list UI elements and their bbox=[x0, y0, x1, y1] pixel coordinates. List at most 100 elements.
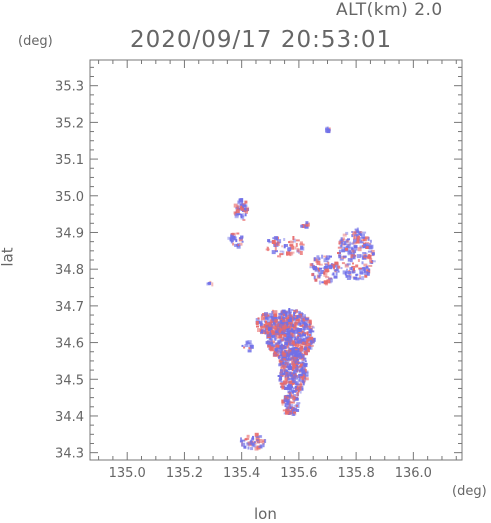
data-point bbox=[356, 235, 360, 240]
data-point bbox=[278, 378, 282, 382]
data-point bbox=[372, 252, 374, 256]
data-point bbox=[259, 322, 262, 326]
data-point bbox=[300, 356, 303, 359]
data-point bbox=[299, 243, 304, 246]
data-point bbox=[325, 129, 328, 133]
data-point bbox=[318, 273, 322, 277]
data-point bbox=[340, 256, 345, 260]
data-point bbox=[247, 441, 252, 446]
data-point bbox=[291, 387, 295, 391]
data-point bbox=[275, 250, 278, 253]
data-point bbox=[350, 254, 353, 259]
data-point bbox=[369, 258, 373, 263]
data-point bbox=[278, 316, 282, 320]
data-point bbox=[302, 319, 305, 322]
data-point bbox=[241, 439, 246, 442]
data-point bbox=[353, 238, 357, 243]
data-point bbox=[323, 280, 328, 285]
data-point bbox=[291, 328, 293, 332]
data-point bbox=[279, 250, 283, 253]
data-point bbox=[335, 271, 338, 276]
data-point bbox=[273, 344, 276, 347]
data-point bbox=[296, 409, 300, 412]
data-point bbox=[288, 335, 292, 339]
data-point bbox=[345, 231, 349, 235]
data-point bbox=[362, 231, 367, 234]
data-point bbox=[281, 245, 284, 248]
data-point bbox=[351, 231, 354, 233]
data-point bbox=[294, 314, 297, 318]
data-point bbox=[355, 274, 358, 277]
data-point bbox=[296, 314, 301, 318]
data-point bbox=[286, 315, 289, 319]
data-point bbox=[295, 398, 299, 401]
data-point bbox=[305, 221, 309, 225]
data-point bbox=[324, 268, 329, 273]
data-point bbox=[260, 327, 263, 331]
data-point bbox=[367, 254, 372, 259]
data-point bbox=[347, 271, 352, 275]
data-point bbox=[286, 394, 291, 398]
data-point bbox=[242, 215, 245, 220]
data-point bbox=[313, 275, 316, 280]
data-point bbox=[291, 329, 295, 334]
data-point bbox=[292, 374, 295, 378]
data-point bbox=[304, 322, 307, 326]
data-point bbox=[239, 198, 243, 202]
data-point bbox=[282, 314, 286, 317]
data-point bbox=[314, 278, 318, 282]
data-point bbox=[296, 358, 299, 361]
data-point bbox=[284, 341, 289, 346]
data-point bbox=[288, 386, 292, 391]
data-point bbox=[344, 263, 349, 268]
data-point bbox=[288, 354, 291, 358]
data-point bbox=[330, 278, 333, 283]
data-point bbox=[337, 265, 341, 269]
data-point bbox=[284, 395, 287, 400]
data-point bbox=[256, 439, 260, 442]
data-point bbox=[347, 244, 350, 248]
data-point bbox=[236, 213, 241, 216]
data-point bbox=[311, 273, 315, 277]
data-point bbox=[288, 403, 291, 408]
data-point bbox=[296, 309, 298, 313]
data-point bbox=[296, 347, 300, 352]
data-point bbox=[287, 309, 292, 314]
data-point bbox=[325, 266, 329, 269]
data-point bbox=[297, 248, 301, 253]
data-point bbox=[289, 347, 292, 350]
data-point bbox=[300, 374, 304, 377]
data-point bbox=[293, 411, 297, 414]
data-point bbox=[240, 206, 244, 210]
data-point bbox=[338, 254, 342, 259]
data-point bbox=[289, 400, 292, 404]
data-point bbox=[233, 211, 237, 215]
data-point bbox=[301, 354, 305, 359]
data-point bbox=[308, 319, 312, 324]
data-point bbox=[277, 340, 282, 344]
data-point bbox=[333, 275, 338, 279]
data-point bbox=[276, 347, 279, 351]
data-point bbox=[353, 268, 355, 271]
x-tick-label: 135.8 bbox=[338, 466, 375, 481]
data-point bbox=[206, 282, 210, 285]
data-point bbox=[289, 244, 294, 247]
data-point bbox=[355, 264, 359, 268]
data-point bbox=[356, 238, 360, 243]
data-point bbox=[285, 338, 289, 341]
data-point bbox=[257, 320, 261, 324]
data-point bbox=[270, 319, 274, 323]
data-point bbox=[281, 320, 286, 323]
data-point bbox=[348, 270, 351, 272]
data-point bbox=[308, 323, 311, 326]
data-point bbox=[290, 358, 292, 361]
data-point bbox=[353, 246, 358, 251]
data-point bbox=[285, 321, 290, 325]
data-point bbox=[279, 345, 283, 350]
data-point bbox=[234, 243, 239, 247]
data-point bbox=[359, 275, 361, 279]
data-point bbox=[338, 240, 343, 244]
data-point bbox=[301, 341, 305, 344]
y-tick-label: 35.1 bbox=[55, 153, 84, 168]
data-point bbox=[272, 326, 277, 330]
